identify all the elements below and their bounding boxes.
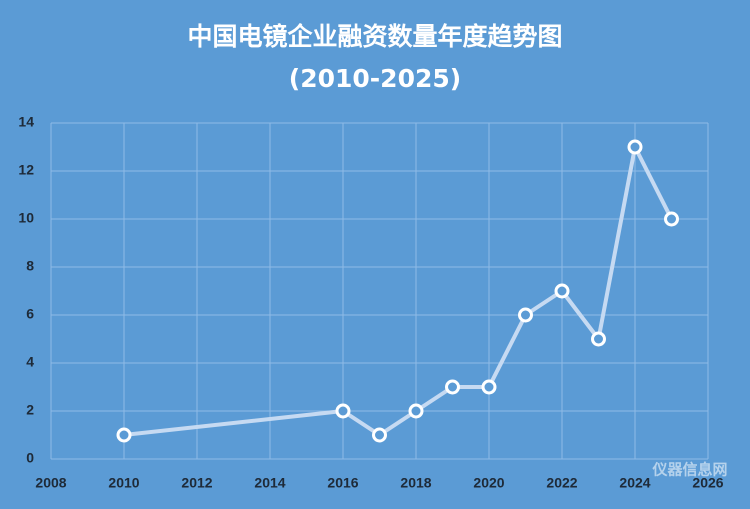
point (627, 139, 643, 155)
x-tick-label: 2016 (327, 475, 358, 491)
x-tick-label: 2020 (473, 475, 504, 491)
x-tick-label: 2024 (619, 475, 650, 491)
y-tick-label: 10 (18, 210, 34, 226)
point (335, 403, 351, 419)
y-tick-label: 14 (18, 114, 34, 130)
x-tick-label: 2010 (108, 475, 139, 491)
point (408, 403, 424, 419)
point (591, 331, 606, 347)
point (664, 211, 679, 227)
watermark: 仪器信息网 (651, 461, 727, 479)
y-tick-label: 4 (26, 354, 34, 370)
point (116, 427, 132, 443)
x-tick-label: 2014 (254, 475, 285, 491)
y-tick-label: 2 (26, 402, 34, 418)
x-tick-label: 2018 (400, 475, 431, 491)
y-tick-label: 8 (26, 258, 34, 274)
point (481, 379, 497, 395)
chart-subtitle: (2010-2025) (289, 64, 461, 93)
point (554, 283, 570, 299)
x-tick-label: 2022 (546, 475, 577, 491)
point (518, 307, 533, 323)
chart-title: 中国电镜企业融资数量年度趋势图 (187, 22, 562, 51)
x-tick-label: 2012 (181, 475, 212, 491)
point (445, 379, 460, 395)
x-tick-label: 2026 (692, 475, 723, 491)
y-tick-label: 12 (18, 162, 34, 178)
x-tick-label: 2008 (35, 475, 66, 491)
point (372, 427, 387, 443)
y-tick-label: 6 (26, 306, 34, 322)
y-tick-label: 0 (26, 450, 34, 466)
